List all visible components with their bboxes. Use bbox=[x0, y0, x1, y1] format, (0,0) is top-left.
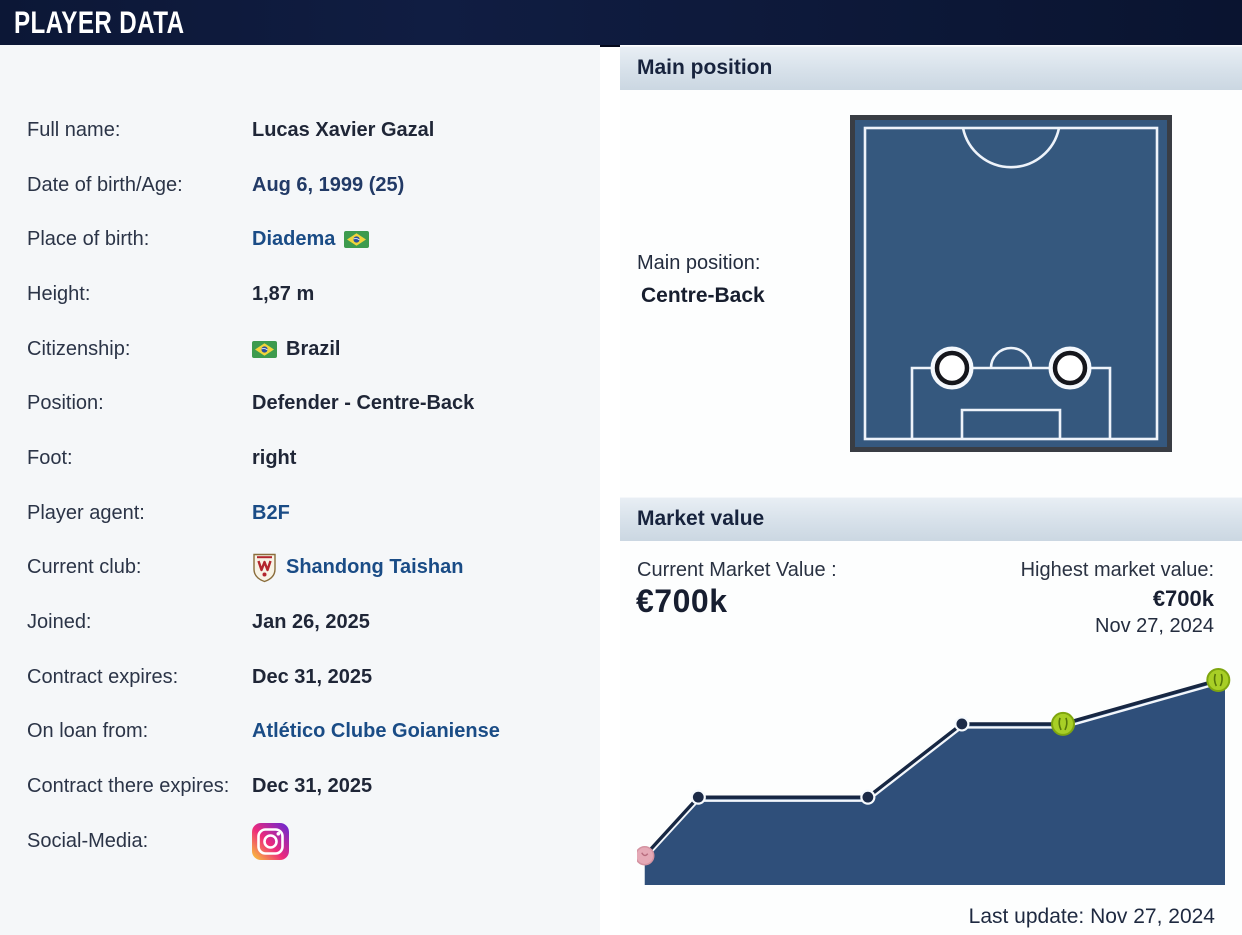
main-position-value: Centre-Back bbox=[641, 284, 765, 307]
info-label: Joined: bbox=[27, 611, 92, 634]
current-club-link[interactable]: Shandong Taishan bbox=[252, 553, 463, 583]
date-of-birth-link[interactable]: Aug 6, 1999 (25) bbox=[252, 173, 405, 196]
last-update-text: Last update: Nov 27, 2024 bbox=[968, 905, 1215, 928]
info-row-date-of-birth: Date of birth/Age: Aug 6, 1999 (25) bbox=[27, 158, 592, 213]
player-agent-link[interactable]: B2F bbox=[252, 501, 290, 524]
info-label: Current club: bbox=[27, 556, 142, 579]
info-value: Defender - Centre-Back bbox=[252, 392, 475, 415]
highest-market-value-block: Highest market value: €700k Nov 27, 2024 bbox=[1021, 559, 1214, 638]
info-label: Height: bbox=[27, 282, 91, 305]
main-position-header: Main position bbox=[620, 46, 1242, 90]
info-row-foot: Foot: right bbox=[27, 431, 592, 486]
info-row-full-name: Full name: Lucas Xavier Gazal bbox=[27, 103, 592, 158]
chart-club-crest-green-icon bbox=[1206, 668, 1231, 692]
info-row-height: Height: 1,87 m bbox=[27, 267, 592, 322]
place-of-birth-link[interactable]: Diadema bbox=[252, 228, 370, 251]
chart-point-dot bbox=[690, 789, 706, 805]
chart-club-crest-green-icon bbox=[1051, 711, 1076, 736]
info-label: Player agent: bbox=[27, 501, 145, 524]
page-title: PLAYER DATA bbox=[14, 4, 185, 40]
position-marker-centre-back-right bbox=[1048, 346, 1092, 390]
section-title-bar: PLAYER DATA bbox=[0, 0, 1242, 47]
info-row-contract-there-expires: Contract there expires: Dec 31, 2025 bbox=[27, 759, 592, 814]
highest-market-value: €700k bbox=[1152, 586, 1214, 611]
market-value-header-label: Market value bbox=[637, 507, 765, 530]
info-value: Dec 31, 2025 bbox=[252, 665, 373, 688]
info-value: 1,87 m bbox=[252, 282, 315, 305]
info-row-position: Position: Defender - Centre-Back bbox=[27, 376, 592, 431]
main-position-header-label: Main position bbox=[637, 56, 773, 79]
market-value-chart[interactable] bbox=[634, 652, 1232, 890]
info-row-current-club: Current club: Shandong Taishan bbox=[27, 541, 592, 596]
current-market-value: €700k bbox=[636, 583, 728, 619]
pitch-lines bbox=[863, 126, 1159, 441]
info-value: right bbox=[252, 446, 297, 469]
brazil-flag-icon bbox=[252, 340, 277, 358]
main-position-block: Main position: Centre-Back bbox=[637, 252, 765, 308]
info-label: On loan from: bbox=[27, 720, 149, 743]
info-value: Lucas Xavier Gazal bbox=[252, 118, 435, 141]
loan-club-link[interactable]: Atlético Clube Goianiense bbox=[252, 720, 500, 743]
player-info-rows: Full name: Lucas Xavier Gazal Date of bi… bbox=[27, 103, 592, 869]
info-row-contract-expires: Contract expires: Dec 31, 2025 bbox=[27, 650, 592, 705]
main-position-label: Main position: bbox=[637, 252, 761, 274]
player-info-panel: Full name: Lucas Xavier Gazal Date of bi… bbox=[0, 45, 600, 935]
position-marker-centre-back-left bbox=[930, 346, 974, 390]
info-label: Contract expires: bbox=[27, 665, 179, 688]
info-label: Citizenship: bbox=[27, 337, 131, 360]
highest-market-value-label: Highest market value: bbox=[1020, 559, 1214, 581]
club-crest-icon bbox=[252, 553, 277, 583]
info-row-place-of-birth: Place of birth: Diadema bbox=[27, 212, 592, 267]
info-label: Date of birth/Age: bbox=[27, 173, 183, 196]
brazil-flag-icon bbox=[344, 231, 370, 249]
info-value: Brazil bbox=[252, 338, 340, 361]
info-label: Place of birth: bbox=[27, 228, 150, 251]
pitch-graphic bbox=[850, 115, 1172, 452]
info-label: Contract there expires: bbox=[27, 775, 230, 798]
info-row-social-media: Social-Media: bbox=[27, 814, 592, 869]
market-value-header: Market value bbox=[620, 497, 1242, 541]
info-row-joined: Joined: Jan 26, 2025 bbox=[27, 595, 592, 650]
instagram-icon[interactable] bbox=[252, 822, 289, 860]
current-market-value-label: Current Market Value : bbox=[637, 559, 837, 581]
chart-point-dot bbox=[860, 789, 876, 805]
info-label: Foot: bbox=[27, 446, 73, 469]
info-row-player-agent: Player agent: B2F bbox=[27, 486, 592, 541]
chart-point-dot bbox=[954, 716, 970, 732]
info-label: Position: bbox=[27, 392, 104, 415]
info-label: Social-Media: bbox=[27, 829, 149, 852]
info-value: Dec 31, 2025 bbox=[252, 775, 373, 798]
info-label: Full name: bbox=[27, 118, 121, 141]
info-row-on-loan-from: On loan from: Atlético Clube Goianiense bbox=[27, 705, 592, 760]
info-value: Jan 26, 2025 bbox=[252, 611, 370, 634]
info-row-citizenship: Citizenship: Brazil bbox=[27, 322, 592, 377]
highest-market-value-date: Nov 27, 2024 bbox=[1095, 615, 1214, 637]
